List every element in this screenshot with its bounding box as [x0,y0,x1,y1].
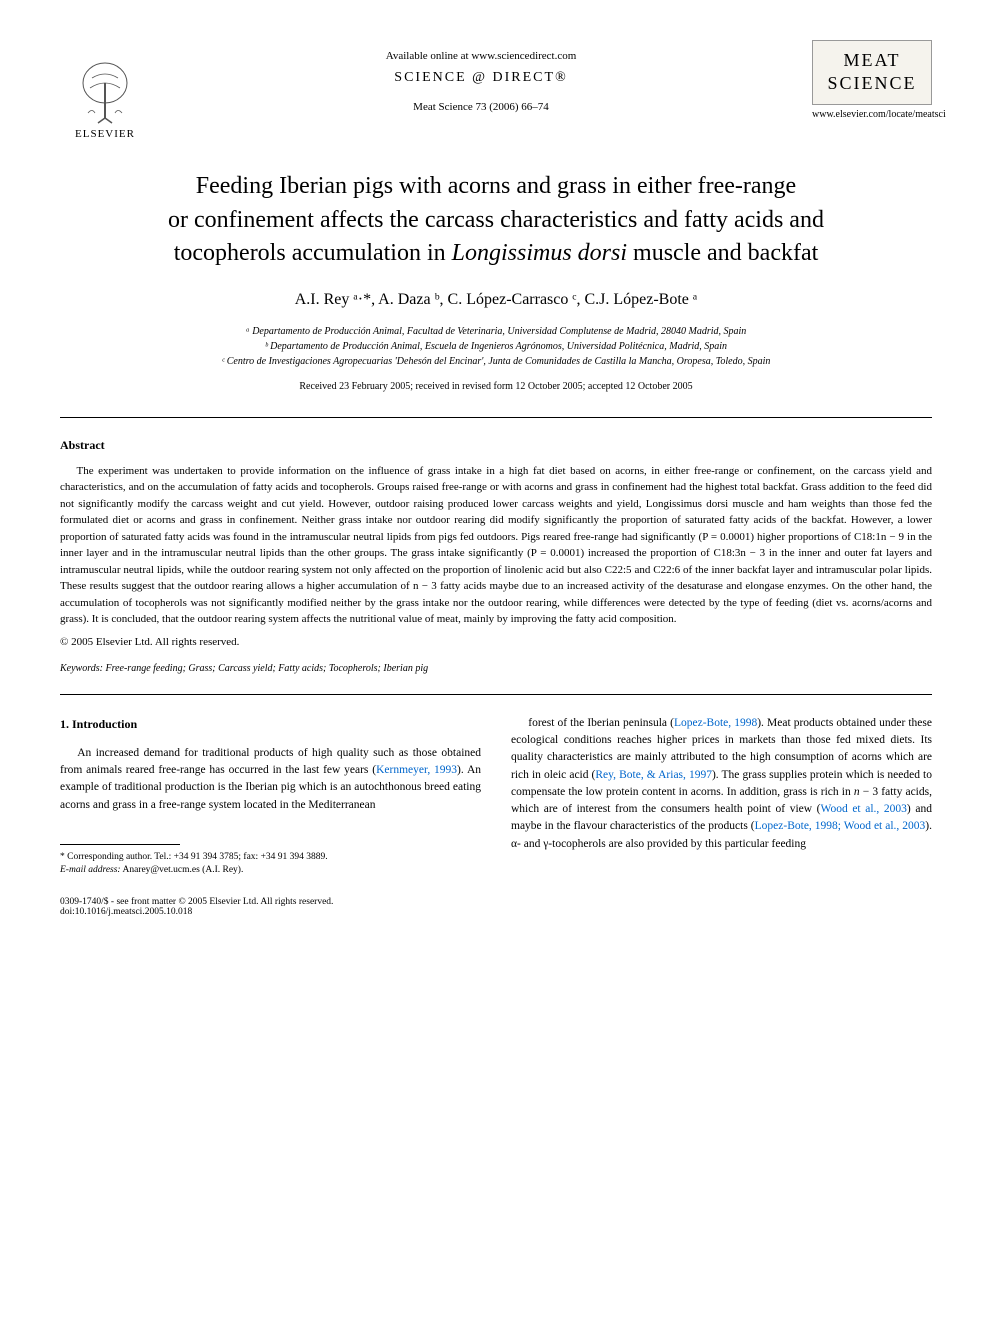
title-line3-post: muscle and backfat [627,240,818,266]
abstract-body: The experiment was undertaken to provide… [60,465,932,626]
footnote-email[interactable]: Anarey@vet.ucm.es (A.I. Rey). [121,865,244,875]
page-footer: 0309-1740/$ - see front matter © 2005 El… [60,897,932,917]
article-dates: Received 23 February 2005; received in r… [60,381,932,392]
footnote-corr: * Corresponding author. Tel.: +34 91 394… [60,851,481,864]
intro-heading: 1. Introduction [60,715,481,733]
intro-para-right: forest of the Iberian peninsula (Lopez-B… [511,715,932,853]
journal-title-line2: SCIENCE [817,72,927,95]
article-title: Feeding Iberian pigs with acorns and gra… [80,170,912,271]
citation-wood1[interactable]: Wood et al., 2003 [821,803,907,815]
title-line3-pre: tocopherols accumulation in [174,240,452,266]
journal-title-line1: MEAT [817,49,927,72]
elsevier-tree-icon [70,58,140,128]
abstract-heading: Abstract [60,438,932,453]
footnote-email-line: E-mail address: Anarey@vet.ucm.es (A.I. … [60,864,481,877]
available-online-text: Available online at www.sciencedirect.co… [150,50,812,62]
affiliations: ᵃ Departamento de Producción Animal, Fac… [60,324,932,369]
divider-top [60,417,932,418]
footer-doi: doi:10.1016/j.meatsci.2005.10.018 [60,907,333,917]
elsevier-logo: ELSEVIER [60,40,150,140]
corresponding-author-footnote: * Corresponding author. Tel.: +34 91 394… [60,851,481,878]
citation-rey[interactable]: Rey, Bote, & Arias, 1997 [595,769,712,781]
footnote-email-label: E-mail address: [60,865,121,875]
body-columns: 1. Introduction An increased demand for … [60,715,932,878]
footer-copyright: 0309-1740/$ - see front matter © 2005 El… [60,897,333,907]
citation-multi[interactable]: Lopez-Bote, 1998; Wood et al., 2003 [755,820,926,832]
body-column-right: forest of the Iberian peninsula (Lopez-B… [511,715,932,878]
citation-lopezbote1[interactable]: Lopez-Bote, 1998 [674,717,757,729]
title-line3-italic: Longissimus dorsi [452,240,627,266]
keywords-label: Keywords: [60,663,103,674]
journal-reference: Meat Science 73 (2006) 66–74 [150,101,812,113]
footer-left: 0309-1740/$ - see front matter © 2005 El… [60,897,333,917]
footnote-divider [60,844,180,845]
header-row: ELSEVIER Available online at www.science… [60,40,932,140]
affiliation-c: ᶜ Centro de Investigaciones Agropecuaria… [60,354,932,369]
authors-line: A.I. Rey ᵃ·*, A. Daza ᵇ, C. López-Carras… [60,291,932,309]
keywords-text: Free-range feeding; Grass; Carcass yield… [103,663,428,674]
affiliation-b: ᵇ Departamento de Producción Animal, Esc… [60,339,932,354]
journal-cover-box: MEAT SCIENCE www.elsevier.com/locate/mea… [812,40,932,120]
journal-link[interactable]: www.elsevier.com/locate/meatsci [812,109,932,120]
abstract-text: The experiment was undertaken to provide… [60,463,932,628]
science-direct-logo: SCIENCE @ DIRECT® [150,70,812,86]
body-column-left: 1. Introduction An increased demand for … [60,715,481,878]
divider-bottom [60,694,932,695]
title-line1: Feeding Iberian pigs with acorns and gra… [196,173,796,199]
intro-para-left: An increased demand for traditional prod… [60,745,481,814]
elsevier-label: ELSEVIER [75,128,135,140]
journal-box-inner: MEAT SCIENCE [812,40,932,105]
citation-kernmeyer[interactable]: Kernmeyer, 1993 [376,764,457,776]
affiliation-a: ᵃ Departamento de Producción Animal, Fac… [60,324,932,339]
title-line2: or confinement affects the carcass chara… [168,207,824,233]
header-center: Available online at www.sciencedirect.co… [150,40,812,113]
abstract-copyright: © 2005 Elsevier Ltd. All rights reserved… [60,636,932,648]
keywords: Keywords: Free-range feeding; Grass; Car… [60,663,932,674]
